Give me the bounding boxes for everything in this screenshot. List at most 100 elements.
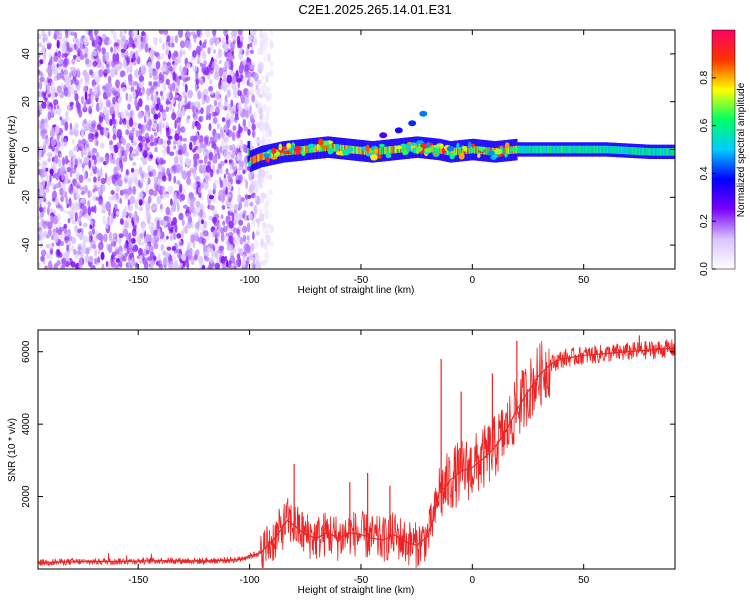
noise-speckle — [138, 199, 143, 206]
noise-speckle — [168, 228, 173, 234]
noise-speckle — [257, 79, 262, 85]
noise-speckle — [95, 234, 102, 240]
noise-speckle — [51, 182, 55, 188]
noise-speckle — [230, 41, 235, 51]
ridge-core — [647, 147, 649, 156]
noise-speckle — [216, 168, 220, 175]
noise-speckle — [92, 164, 96, 170]
ridge-core — [340, 144, 343, 153]
noise-speckle — [264, 242, 268, 251]
noise-speckle — [115, 249, 120, 255]
y-tick-label: 2000 — [21, 485, 32, 508]
ridge-blob — [379, 143, 385, 148]
noise-speckle — [46, 67, 51, 74]
noise-speckle — [222, 220, 226, 226]
ridge-core — [328, 143, 330, 151]
x-tick-label: -100 — [240, 575, 260, 586]
ridge-core — [579, 145, 581, 154]
ridge-core — [405, 144, 407, 153]
noise-speckle — [57, 58, 63, 65]
ridge-core — [641, 147, 643, 156]
noise-speckle — [210, 105, 215, 111]
spectrogram-panel: -150 -100 -50 0 50 -40 -20 0 20 40 Height of str… — [7, 29, 676, 296]
noise-speckle — [266, 87, 272, 92]
ridge-blob — [265, 156, 270, 163]
noise-speckle — [165, 106, 170, 112]
noise-speckle — [132, 122, 138, 127]
ridge-core — [392, 145, 394, 154]
noise-speckle — [57, 228, 62, 236]
noise-speckle — [189, 167, 194, 174]
ridge-core — [395, 145, 397, 154]
ridge-core — [259, 153, 261, 162]
noise-speckle — [60, 140, 64, 150]
noise-speckle — [145, 206, 150, 217]
noise-speckle — [218, 60, 222, 64]
noise-speckle — [152, 202, 158, 210]
noise-speckle — [134, 214, 139, 224]
noise-speckle — [240, 36, 244, 41]
noise-speckle — [129, 110, 133, 119]
noise-speckle — [46, 100, 51, 110]
noise-speckle — [102, 233, 108, 242]
noise-speckle — [166, 35, 171, 43]
ridge-core — [341, 144, 343, 153]
noise-speckle — [209, 44, 213, 51]
noise-speckle — [218, 163, 221, 170]
noise-speckle — [138, 75, 145, 82]
noise-speckle — [239, 212, 244, 218]
ridge-core — [658, 148, 660, 156]
noise-speckle — [231, 172, 235, 177]
noise-speckle — [170, 165, 175, 174]
noise-speckle — [229, 251, 234, 257]
noise-speckle — [237, 89, 242, 97]
noise-speckle — [98, 115, 104, 123]
noise-speckle — [208, 85, 214, 92]
ridge-core — [643, 147, 645, 156]
ridge-core — [577, 145, 580, 154]
noise-speckle — [63, 223, 68, 230]
ridge-core — [668, 148, 670, 156]
ridge-blob — [307, 143, 316, 149]
noise-speckle — [103, 72, 108, 78]
ridge-core — [664, 148, 666, 156]
noise-speckle — [172, 217, 177, 226]
noise-speckle — [230, 61, 234, 71]
ridge-core — [319, 144, 322, 152]
noise-speckle — [222, 67, 228, 72]
ridge-core — [439, 145, 441, 154]
ridge-core — [473, 145, 475, 154]
noise-speckle — [102, 92, 107, 100]
noise-speckle — [203, 145, 207, 154]
ridge-core — [620, 146, 622, 154]
noise-speckle — [245, 194, 249, 200]
noise-speckle — [109, 106, 115, 114]
ridge-core — [572, 145, 574, 154]
noise-speckle — [165, 121, 169, 129]
ridge-core — [460, 147, 462, 155]
noise-speckle — [146, 95, 150, 101]
noise-speckle — [119, 120, 122, 125]
ridge-core — [582, 145, 584, 154]
noise-speckle — [265, 40, 269, 48]
noise-speckle — [137, 227, 140, 237]
ridge-blob — [420, 143, 428, 149]
noise-speckle — [152, 122, 157, 130]
noise-speckle — [231, 76, 236, 85]
ridge-blob — [432, 147, 436, 155]
noise-speckle — [238, 256, 242, 267]
ridge-blob — [439, 143, 444, 149]
snr-y-ticks: 2000 4000 6000 — [21, 340, 675, 508]
ridge-core — [641, 147, 644, 156]
noise-speckle — [232, 248, 237, 253]
noise-speckle — [39, 85, 43, 90]
noise-speckle — [248, 89, 255, 96]
noise-speckle — [89, 224, 93, 230]
noise-speckle — [195, 70, 199, 80]
noise-speckle — [179, 50, 183, 58]
noise-speckle — [172, 62, 177, 70]
ridge-core — [307, 145, 309, 153]
noise-speckle — [267, 56, 271, 62]
noise-speckle — [38, 161, 41, 167]
noise-speckle — [187, 31, 192, 37]
